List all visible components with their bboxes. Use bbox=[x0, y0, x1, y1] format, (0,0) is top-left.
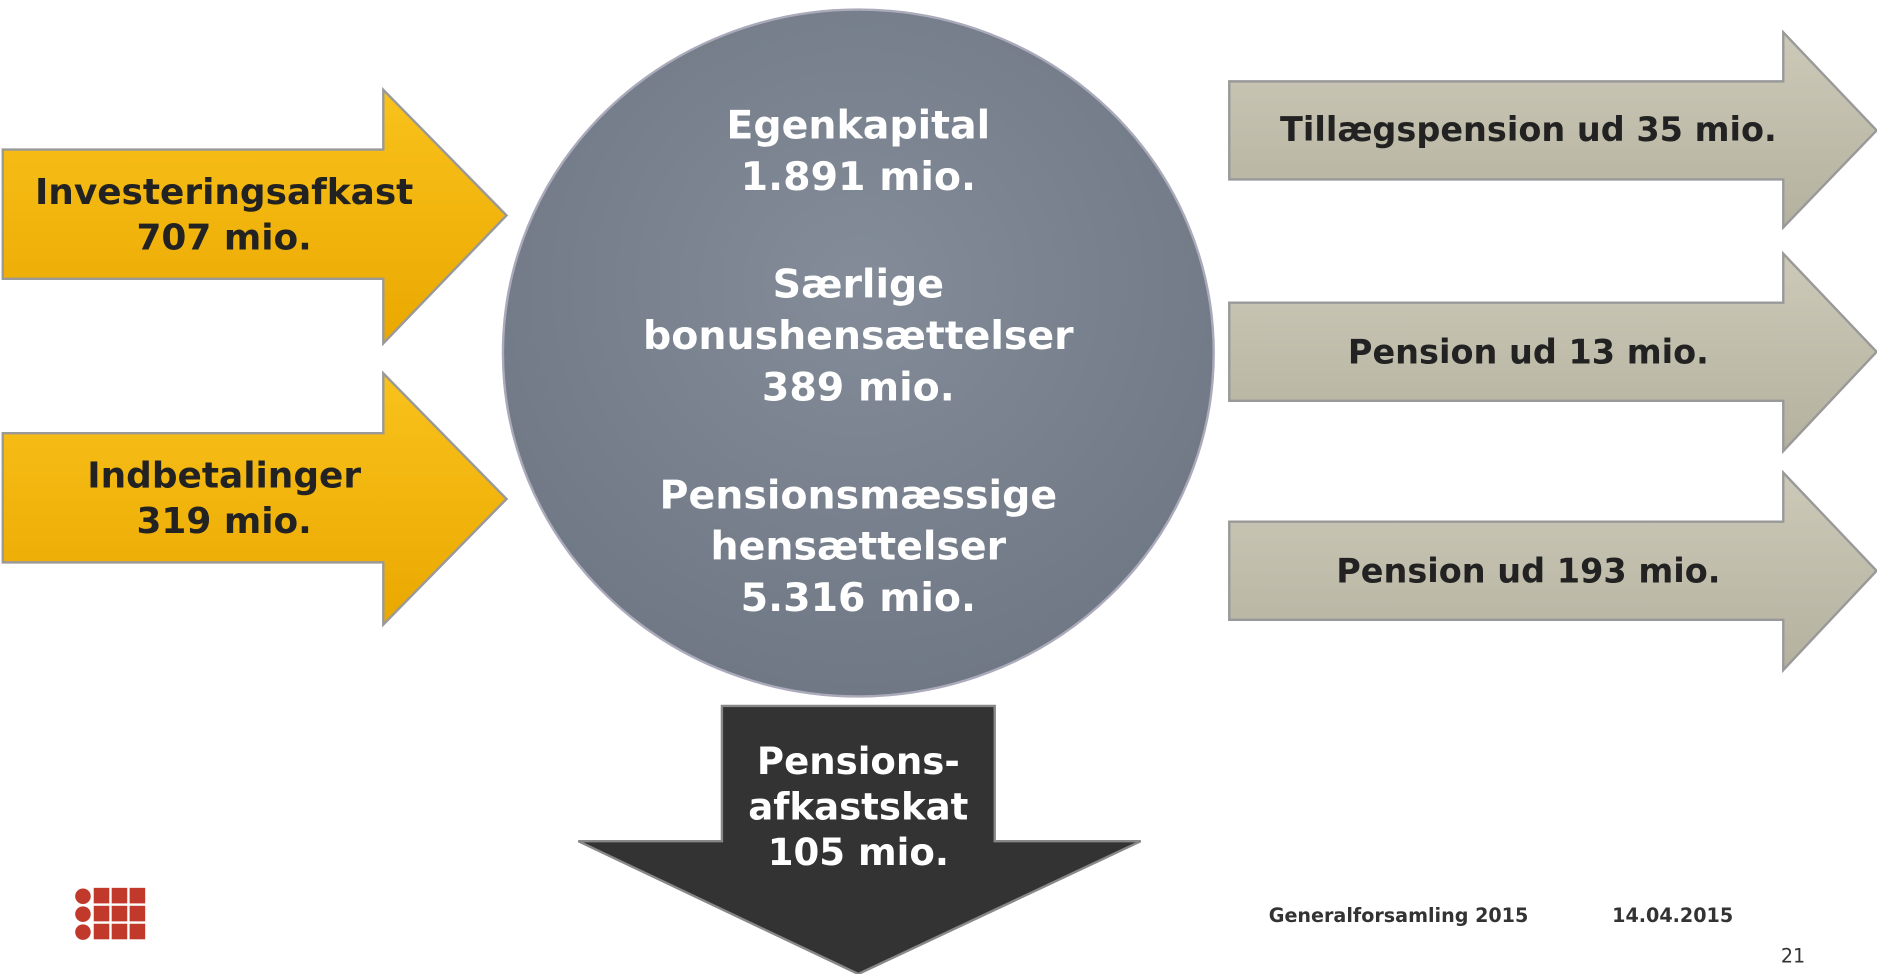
outflow-arrows bbox=[1228, 29, 1877, 674]
inflow-arrow bbox=[1, 86, 509, 347]
tax-label: 105 mio. bbox=[768, 831, 949, 874]
center-label: hensættelser bbox=[711, 524, 1007, 570]
tax-label: afkastskat bbox=[748, 785, 968, 828]
inflow-label: Indbetalinger bbox=[87, 455, 361, 496]
center-label: Særlige bbox=[773, 262, 944, 308]
logo bbox=[75, 887, 146, 940]
footer-event: Generalforsamling 2015 bbox=[1269, 904, 1529, 927]
center-label: bonushensættelser bbox=[643, 313, 1074, 359]
inflow-label: 319 mio. bbox=[136, 501, 311, 542]
inflow-label: Investeringsafkast bbox=[35, 172, 413, 213]
footer-date: 14.04.2015 bbox=[1612, 904, 1733, 927]
center-label: 1.891 mio. bbox=[741, 154, 976, 200]
outflow-label: Pension ud 193 mio. bbox=[1336, 552, 1720, 591]
inflow-arrow bbox=[1, 370, 509, 628]
page-number: 21 bbox=[1781, 945, 1805, 968]
tax-label: Pensions- bbox=[757, 740, 960, 783]
outflow-arrow bbox=[1228, 250, 1877, 455]
inflow-arrows bbox=[1, 86, 509, 628]
center-label: Pensionsmæssige bbox=[660, 472, 1058, 518]
inflow-label: 707 mio. bbox=[136, 217, 311, 258]
tax-arrow bbox=[577, 704, 1142, 974]
outflow-label: Pension ud 13 mio. bbox=[1348, 333, 1709, 372]
balance-circle bbox=[501, 8, 1215, 698]
center-label: 5.316 mio. bbox=[741, 575, 976, 621]
outflow-arrow bbox=[1228, 29, 1877, 231]
outflow-arrow bbox=[1228, 469, 1877, 674]
center-label: 389 mio. bbox=[762, 365, 955, 411]
center-label: Egenkapital bbox=[726, 103, 990, 149]
outflow-label: Tillægspension ud 35 mio. bbox=[1280, 110, 1777, 149]
